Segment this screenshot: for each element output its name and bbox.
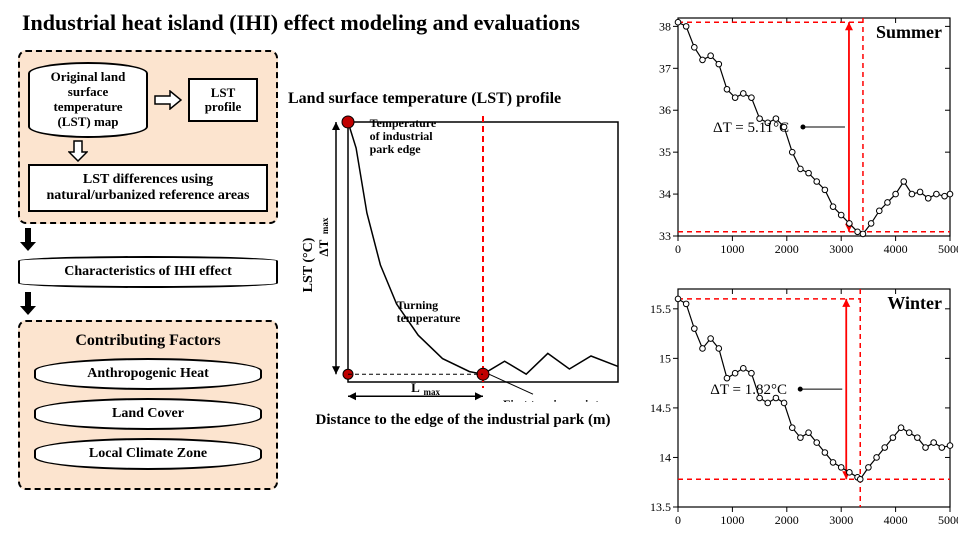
svg-text:park edge: park edge <box>370 142 422 156</box>
lst-map-label: Original land surface temperature (LST) … <box>28 62 148 138</box>
factor-item-2: Local Climate Zone <box>34 438 262 470</box>
svg-text:Summer: Summer <box>876 22 942 42</box>
arrow-down-icon <box>68 140 268 162</box>
svg-text:34: 34 <box>659 187 671 201</box>
factors-heading: Contributing Factors <box>28 332 268 350</box>
lst-profile-box: LST profile <box>188 78 258 123</box>
arrow-right-icon <box>154 90 182 110</box>
svg-text:First turning point: First turning point <box>503 397 599 402</box>
svg-text:Winter: Winter <box>887 293 942 313</box>
svg-text:15.5: 15.5 <box>650 302 671 316</box>
lst-diff-box: LST differences using natural/urbanized … <box>28 164 268 212</box>
characteristics-cylinder: Characteristics of IHI effect <box>18 256 278 288</box>
svg-text:35: 35 <box>659 145 671 159</box>
svg-text:max: max <box>424 387 441 397</box>
lst-profile-diagram: Land surface temperature (LST) profile L… <box>288 90 638 407</box>
summer-chart: 33 34 35 36 37 38 0 1000 2000 3000 4000 5000 Summer Δ… <box>640 12 958 260</box>
svg-text:L: L <box>411 380 420 395</box>
svg-text:4000: 4000 <box>884 242 908 256</box>
flow-stage-1: Original land surface temperature (LST) … <box>18 50 278 224</box>
profile-title: Land surface temperature (LST) profile <box>288 90 638 108</box>
svg-text:max: max <box>320 217 330 234</box>
svg-text:33: 33 <box>659 229 671 243</box>
svg-text:3000: 3000 <box>829 513 853 527</box>
svg-text:ΔT = 5.11°C: ΔT = 5.11°C <box>713 120 789 136</box>
svg-text:1000: 1000 <box>720 513 744 527</box>
svg-text:of industrial: of industrial <box>370 129 434 143</box>
svg-text:Turning: Turning <box>397 298 439 312</box>
lst-map-cylinder: Original land surface temperature (LST) … <box>28 62 148 138</box>
profile-xlabel: Distance to the edge of the industrial p… <box>288 412 638 429</box>
characteristics-label: Characteristics of IHI effect <box>18 256 278 288</box>
arrow-down-solid-icon-2 <box>18 292 278 316</box>
flowchart-panel: Original land surface temperature (LST) … <box>18 50 278 490</box>
svg-text:5000: 5000 <box>938 242 958 256</box>
svg-text:0: 0 <box>675 513 681 527</box>
svg-text:13.5: 13.5 <box>650 500 671 514</box>
svg-text:38: 38 <box>659 19 671 33</box>
svg-text:1000: 1000 <box>720 242 744 256</box>
svg-text:15: 15 <box>659 351 671 365</box>
page-title: Industrial heat island (IHI) effect mode… <box>22 10 580 36</box>
svg-text:14: 14 <box>659 450 671 464</box>
svg-text:2000: 2000 <box>775 513 799 527</box>
svg-text:temperature: temperature <box>397 311 461 325</box>
svg-text:5000: 5000 <box>938 513 958 527</box>
contributing-factors-box: Contributing Factors Anthropogenic Heat L… <box>18 320 278 490</box>
svg-text:2000: 2000 <box>775 242 799 256</box>
svg-text:37: 37 <box>659 61 671 75</box>
svg-text:ΔT = 1.82°C: ΔT = 1.82°C <box>710 382 787 398</box>
svg-text:ΔT: ΔT <box>316 239 331 256</box>
svg-text:0: 0 <box>675 242 681 256</box>
winter-chart: 13.5 14 14.5 15 15.5 0 1000 2000 3000 4000 5000 Win… <box>640 283 958 531</box>
svg-text:36: 36 <box>659 103 671 117</box>
svg-text:14.5: 14.5 <box>650 401 671 415</box>
seasonal-charts: 33 34 35 36 37 38 0 1000 2000 3000 4000 5000 Summer Δ… <box>640 12 964 554</box>
svg-text:LST (°C): LST (°C) <box>301 237 316 292</box>
profile-chart: Lmax LST (°C)ΔT max Temperatureof industria… <box>288 112 628 402</box>
factor-item-0: Anthropogenic Heat <box>34 358 262 390</box>
svg-text:4000: 4000 <box>884 513 908 527</box>
svg-text:3000: 3000 <box>829 242 853 256</box>
factor-item-1: Land Cover <box>34 398 262 430</box>
svg-text:Temperature: Temperature <box>370 116 437 130</box>
arrow-down-solid-icon <box>18 228 278 252</box>
